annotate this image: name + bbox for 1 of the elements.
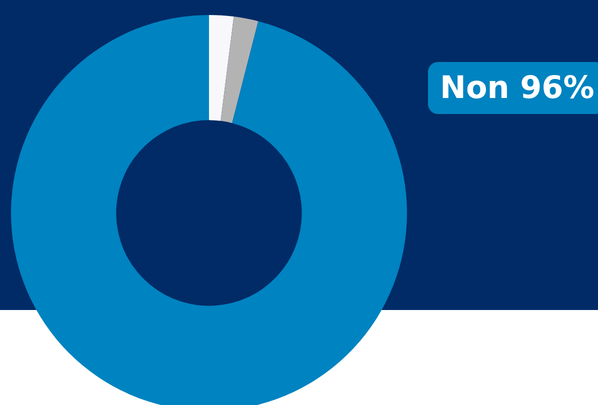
slice-label: Non 96% <box>428 62 598 114</box>
